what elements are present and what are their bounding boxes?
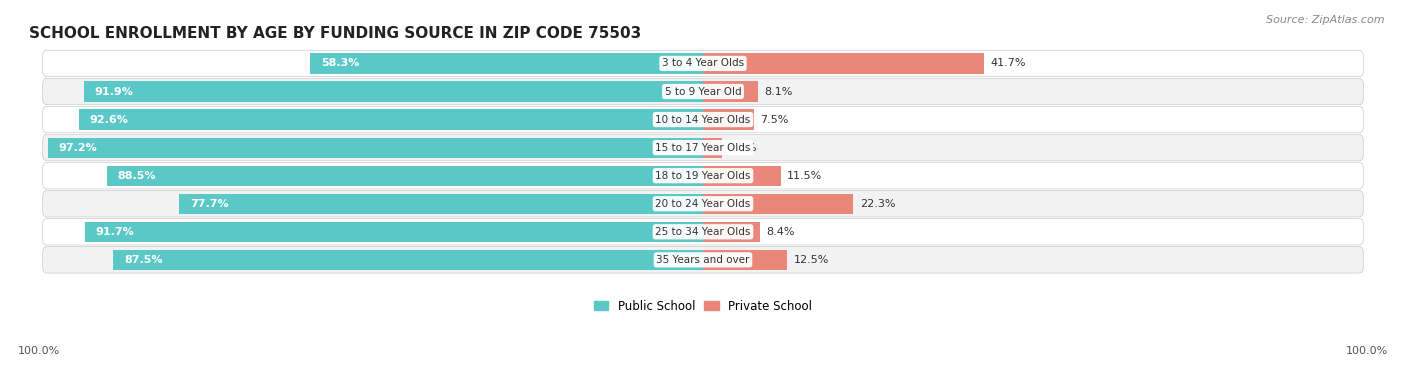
- Bar: [703, 222, 759, 242]
- Text: 91.7%: 91.7%: [96, 227, 135, 237]
- FancyBboxPatch shape: [42, 78, 1364, 105]
- Text: 41.7%: 41.7%: [991, 58, 1026, 69]
- Bar: [114, 250, 703, 270]
- Bar: [79, 109, 703, 130]
- Text: Source: ZipAtlas.com: Source: ZipAtlas.com: [1267, 15, 1385, 25]
- Text: 3 to 4 Year Olds: 3 to 4 Year Olds: [662, 58, 744, 69]
- Text: SCHOOL ENROLLMENT BY AGE BY FUNDING SOURCE IN ZIP CODE 75503: SCHOOL ENROLLMENT BY AGE BY FUNDING SOUR…: [30, 26, 641, 41]
- Bar: [48, 138, 703, 158]
- Bar: [703, 194, 853, 214]
- Text: 35 Years and over: 35 Years and over: [657, 255, 749, 265]
- Text: 7.5%: 7.5%: [761, 115, 789, 124]
- FancyBboxPatch shape: [42, 135, 1364, 161]
- FancyBboxPatch shape: [42, 247, 1364, 273]
- Text: 58.3%: 58.3%: [321, 58, 360, 69]
- Text: 91.9%: 91.9%: [94, 86, 134, 97]
- FancyBboxPatch shape: [42, 106, 1364, 133]
- Text: 8.4%: 8.4%: [766, 227, 794, 237]
- Legend: Public School, Private School: Public School, Private School: [589, 295, 817, 317]
- Text: 97.2%: 97.2%: [59, 143, 97, 153]
- Bar: [107, 166, 703, 186]
- Text: 92.6%: 92.6%: [90, 115, 128, 124]
- Text: 20 to 24 Year Olds: 20 to 24 Year Olds: [655, 199, 751, 209]
- Bar: [703, 166, 780, 186]
- Bar: [703, 250, 787, 270]
- Bar: [83, 81, 703, 102]
- Text: 8.1%: 8.1%: [765, 86, 793, 97]
- Text: 25 to 34 Year Olds: 25 to 34 Year Olds: [655, 227, 751, 237]
- Bar: [703, 109, 754, 130]
- Text: 100.0%: 100.0%: [1346, 346, 1388, 356]
- Text: 12.5%: 12.5%: [794, 255, 830, 265]
- Bar: [703, 81, 758, 102]
- FancyBboxPatch shape: [42, 50, 1364, 77]
- Text: 18 to 19 Year Olds: 18 to 19 Year Olds: [655, 171, 751, 181]
- Text: 2.8%: 2.8%: [728, 143, 756, 153]
- FancyBboxPatch shape: [42, 219, 1364, 245]
- Text: 100.0%: 100.0%: [18, 346, 60, 356]
- Bar: [180, 194, 703, 214]
- Bar: [703, 54, 984, 74]
- Text: 10 to 14 Year Olds: 10 to 14 Year Olds: [655, 115, 751, 124]
- Bar: [703, 138, 721, 158]
- FancyBboxPatch shape: [42, 190, 1364, 217]
- Text: 22.3%: 22.3%: [860, 199, 896, 209]
- Bar: [84, 222, 703, 242]
- Text: 15 to 17 Year Olds: 15 to 17 Year Olds: [655, 143, 751, 153]
- Text: 88.5%: 88.5%: [117, 171, 156, 181]
- Text: 77.7%: 77.7%: [190, 199, 229, 209]
- Text: 5 to 9 Year Old: 5 to 9 Year Old: [665, 86, 741, 97]
- Bar: [311, 54, 703, 74]
- FancyBboxPatch shape: [42, 162, 1364, 189]
- Text: 11.5%: 11.5%: [787, 171, 823, 181]
- Text: 87.5%: 87.5%: [124, 255, 163, 265]
